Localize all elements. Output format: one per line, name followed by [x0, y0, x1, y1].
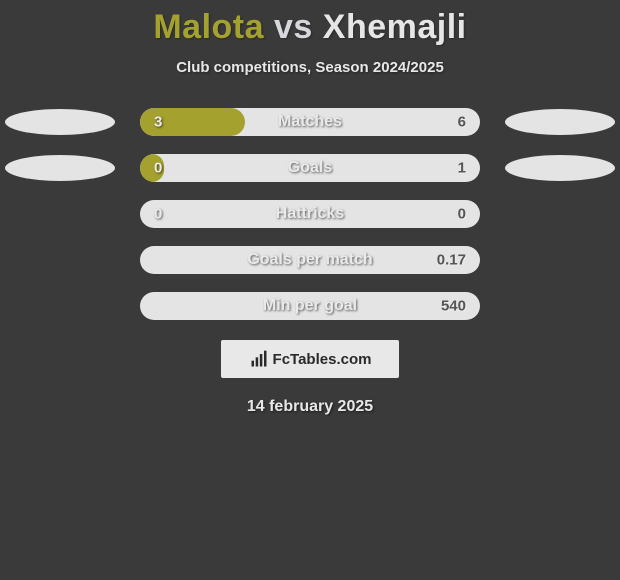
infographic-container: Malota vs Xhemajli Club competitions, Se… [0, 0, 620, 416]
stat-row: Goals per match 0.17 [0, 246, 620, 274]
subtitle: Club competitions, Season 2024/2025 [0, 59, 620, 76]
bar-track: 3 Matches 6 [140, 108, 480, 136]
chart-icon [249, 349, 269, 369]
bar-track: Goals per match 0.17 [140, 246, 480, 274]
bar-track: 0 Goals 1 [140, 154, 480, 182]
bar-label: Matches [278, 113, 342, 131]
bar-value-left: 0 [154, 206, 162, 223]
stats-bars: 3 Matches 6 0 Goals 1 0 Hattricks 0 Goals per mat… [0, 108, 620, 320]
bar-label: Goals [288, 159, 332, 177]
bar-value-right: 0.17 [437, 252, 466, 269]
bar-label: Min per goal [263, 297, 357, 315]
bar-track: Min per goal 540 [140, 292, 480, 320]
bar-value-left: 3 [154, 114, 162, 131]
vs-label: vs [274, 8, 313, 46]
bar-track: 0 Hattricks 0 [140, 200, 480, 228]
bar-label: Hattricks [276, 205, 344, 223]
stat-row: Min per goal 540 [0, 292, 620, 320]
attribution-text: FcTables.com [273, 351, 372, 368]
player-right-name: Xhemajli [323, 8, 467, 46]
bar-value-right: 6 [458, 114, 466, 131]
stat-row: 0 Goals 1 [0, 154, 620, 182]
bar-value-right: 0 [458, 206, 466, 223]
player-left-badge [5, 109, 115, 135]
bar-label: Goals per match [247, 251, 372, 269]
date: 14 february 2025 [0, 398, 620, 416]
bar-value-left: 0 [154, 160, 162, 177]
player-left-name: Malota [153, 8, 264, 46]
player-left-badge [5, 155, 115, 181]
player-right-badge [505, 109, 615, 135]
attribution-badge: FcTables.com [221, 340, 399, 378]
page-title: Malota vs Xhemajli [0, 8, 620, 47]
stat-row: 3 Matches 6 [0, 108, 620, 136]
bar-value-right: 1 [458, 160, 466, 177]
bar-value-right: 540 [441, 298, 466, 315]
player-right-badge [505, 155, 615, 181]
stat-row: 0 Hattricks 0 [0, 200, 620, 228]
